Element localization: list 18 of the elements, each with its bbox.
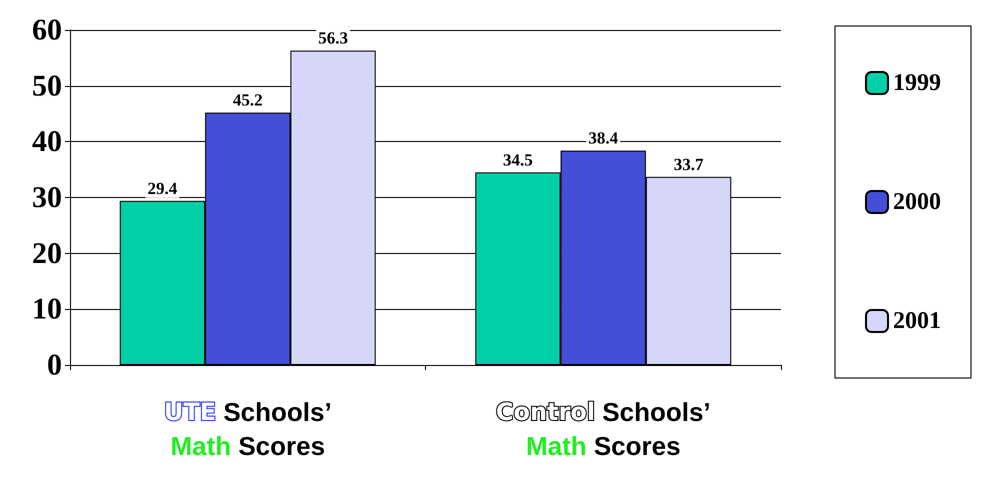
data-label: 56.3 [318,28,348,48]
y-tick-label: 40 [32,125,62,158]
data-label: 45.2 [232,90,263,110]
y-tick-label: 30 [32,181,62,214]
legend-label: 1999 [893,70,941,96]
y-tick-label: 0 [47,348,62,382]
data-label: 29.4 [148,178,178,198]
data-label: 33.7 [674,154,704,174]
legend-label: 2000 [893,189,941,215]
data-label: 38.4 [588,128,619,148]
data-label: 34.5 [503,150,533,170]
y-tick-label: 20 [32,236,62,270]
y-tick-label: 50 [32,69,62,102]
legend-label: 2001 [893,308,941,334]
y-tick-label: 10 [32,292,62,326]
y-tick-label: 60 [32,14,62,46]
x-tick-label: UTE Schools’ Math Scores [164,397,332,461]
x-tick-label: Control Schools’ Math Scores [496,397,711,461]
